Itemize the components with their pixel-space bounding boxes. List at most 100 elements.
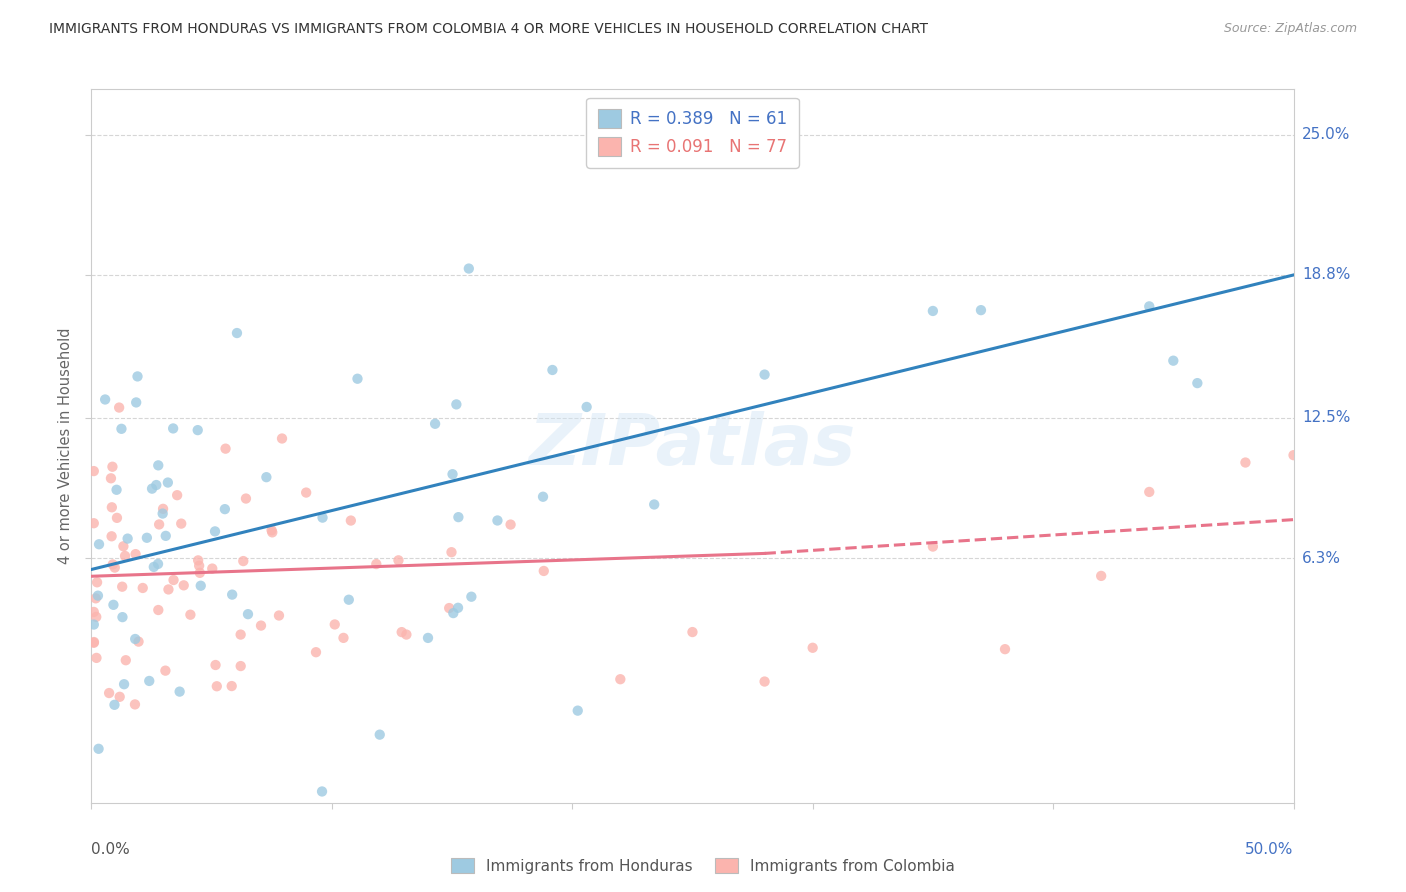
- Point: [295, 485, 318, 500]
- Point: [457, 261, 479, 276]
- Point: [148, 458, 170, 473]
- Point: [486, 514, 509, 528]
- Point: [395, 627, 418, 641]
- Point: [101, 459, 124, 474]
- Point: [440, 545, 463, 559]
- Point: [214, 442, 236, 456]
- Point: [311, 784, 333, 798]
- Point: [204, 524, 226, 539]
- Point: [87, 741, 110, 756]
- Point: [135, 531, 157, 545]
- Point: [166, 488, 188, 502]
- Point: [111, 580, 134, 594]
- Point: [337, 592, 360, 607]
- Point: [531, 490, 554, 504]
- Point: [112, 539, 135, 553]
- Point: [152, 501, 174, 516]
- Point: [332, 631, 354, 645]
- Point: [1137, 299, 1160, 313]
- Point: [366, 557, 388, 571]
- Point: [138, 673, 160, 688]
- Point: [229, 659, 252, 673]
- Legend: Immigrants from Honduras, Immigrants from Colombia: Immigrants from Honduras, Immigrants fro…: [444, 852, 962, 880]
- Point: [83, 617, 105, 632]
- Point: [101, 558, 124, 572]
- Point: [643, 498, 665, 512]
- Point: [447, 510, 470, 524]
- Point: [221, 679, 243, 693]
- Text: 0.0%: 0.0%: [91, 842, 131, 857]
- Text: ZIPatlas: ZIPatlas: [529, 411, 856, 481]
- Point: [125, 395, 148, 409]
- Point: [1161, 353, 1184, 368]
- Point: [541, 363, 564, 377]
- Point: [114, 549, 136, 563]
- Point: [108, 690, 131, 704]
- Text: Source: ZipAtlas.com: Source: ZipAtlas.com: [1223, 22, 1357, 36]
- Point: [148, 517, 170, 532]
- Point: [105, 483, 128, 497]
- Point: [567, 704, 589, 718]
- Point: [104, 560, 127, 574]
- Point: [340, 514, 363, 528]
- Point: [141, 482, 163, 496]
- Point: [103, 598, 125, 612]
- Point: [754, 674, 776, 689]
- Point: [105, 511, 128, 525]
- Point: [152, 507, 174, 521]
- Point: [262, 525, 284, 540]
- Point: [460, 590, 482, 604]
- Point: [84, 591, 107, 606]
- Point: [205, 679, 228, 693]
- Point: [114, 653, 136, 667]
- Point: [994, 642, 1017, 657]
- Point: [368, 728, 391, 742]
- Point: [499, 517, 522, 532]
- Point: [922, 304, 945, 318]
- Point: [112, 677, 135, 691]
- Point: [1090, 569, 1112, 583]
- Y-axis label: 4 or more Vehicles in Household: 4 or more Vehicles in Household: [58, 327, 73, 565]
- Text: 18.8%: 18.8%: [1302, 268, 1350, 283]
- Point: [111, 610, 134, 624]
- Point: [190, 579, 212, 593]
- Point: [117, 532, 139, 546]
- Point: [162, 573, 184, 587]
- Point: [87, 537, 110, 551]
- Point: [84, 610, 107, 624]
- Point: [575, 400, 598, 414]
- Point: [146, 557, 169, 571]
- Point: [1282, 448, 1305, 462]
- Point: [83, 605, 105, 619]
- Point: [86, 575, 108, 590]
- Point: [346, 372, 368, 386]
- Point: [260, 523, 283, 537]
- Point: [179, 607, 201, 622]
- Text: 6.3%: 6.3%: [1302, 550, 1341, 566]
- Point: [142, 560, 165, 574]
- Point: [83, 636, 105, 650]
- Point: [110, 422, 132, 436]
- Point: [173, 578, 195, 592]
- Point: [416, 631, 439, 645]
- Point: [447, 600, 470, 615]
- Point: [100, 529, 122, 543]
- Point: [801, 640, 824, 655]
- Point: [148, 603, 170, 617]
- Point: [124, 698, 146, 712]
- Point: [236, 607, 259, 622]
- Point: [83, 635, 105, 649]
- Point: [235, 491, 257, 506]
- Text: 50.0%: 50.0%: [1246, 842, 1294, 857]
- Point: [271, 432, 294, 446]
- Point: [323, 617, 346, 632]
- Point: [250, 618, 273, 632]
- Point: [188, 558, 211, 573]
- Point: [98, 686, 121, 700]
- Text: 25.0%: 25.0%: [1302, 127, 1350, 142]
- Point: [387, 553, 409, 567]
- Point: [441, 467, 464, 482]
- Legend: R = 0.389   N = 61, R = 0.091   N = 77: R = 0.389 N = 61, R = 0.091 N = 77: [586, 97, 799, 168]
- Point: [305, 645, 328, 659]
- Point: [226, 326, 249, 340]
